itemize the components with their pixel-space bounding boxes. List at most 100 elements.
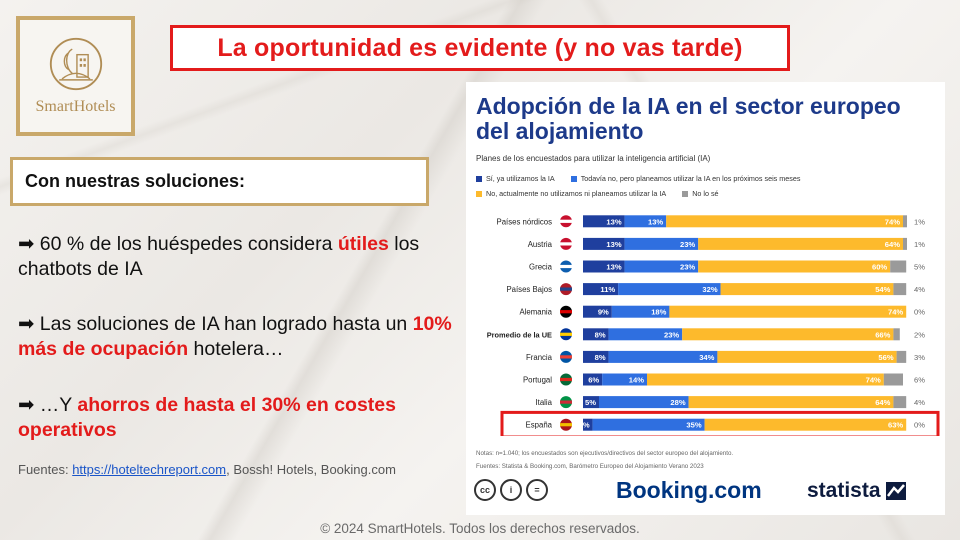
data-label: 64%	[885, 240, 900, 249]
flag-stripe	[560, 219, 572, 223]
data-label: 5%	[585, 398, 596, 407]
category-label: España	[526, 421, 553, 430]
data-label: 23%	[664, 330, 679, 339]
data-label: 56%	[878, 353, 893, 362]
data-label: 74%	[866, 376, 881, 385]
bar-segment	[583, 396, 599, 409]
data-label: 6%	[588, 376, 599, 385]
bar-segment	[647, 373, 884, 386]
data-label: 11%	[600, 285, 615, 294]
legend-label: No lo sé	[692, 189, 719, 198]
data-label: 0%	[914, 421, 925, 430]
infographic-subtitle: Planes de los encuestados para utilizar …	[476, 154, 711, 163]
arrow-icon: ➡	[18, 313, 35, 335]
data-label: 6%	[914, 376, 925, 385]
bar-segment	[624, 215, 667, 228]
creative-commons-icon: cc	[474, 479, 496, 501]
category-label: Portugal	[523, 376, 552, 385]
legend-label: Sí, ya utilizamos la IA	[486, 174, 555, 183]
arrow-icon: ➡	[18, 394, 35, 416]
data-label: 74%	[888, 308, 903, 317]
data-label: 35%	[686, 421, 701, 430]
data-label: 32%	[702, 285, 717, 294]
data-label: 18%	[651, 308, 666, 317]
bar-segment	[608, 328, 683, 341]
data-label: 1%	[914, 217, 925, 226]
bar-segment	[583, 373, 603, 386]
legend-label: Todavía no, pero planeamos utilizar la I…	[580, 174, 801, 183]
bullet-occupancy: ➡ Las soluciones de IA han logrado hasta…	[18, 312, 478, 362]
legend-swatch	[476, 190, 482, 197]
bar-segment	[669, 305, 907, 318]
data-label: 13%	[606, 263, 621, 272]
flag-stripe	[560, 423, 572, 427]
data-label: 9%	[598, 308, 609, 317]
statista-logo: statista	[807, 479, 906, 503]
solutions-heading: Con nuestras soluciones:	[25, 171, 246, 191]
hotel-emblem-icon	[49, 37, 102, 91]
category-label: Austria	[528, 240, 553, 249]
stacked-bar-chart: Países nórdicos 13% 13% 74% 1% Austria 13% 23% 6…	[487, 215, 940, 436]
data-label: 3%	[914, 353, 925, 362]
legend-label: No, actualmente no utilizamos ni planeam…	[486, 189, 667, 198]
category-label: Francia	[526, 353, 553, 362]
statista-wordmark: statista	[807, 479, 881, 502]
legend-swatch	[476, 175, 482, 182]
solutions-heading-box: Con nuestras soluciones:	[10, 157, 429, 206]
bar-segment	[602, 373, 647, 386]
flag-stripe	[560, 400, 572, 404]
bar-segment	[896, 350, 907, 363]
legend-swatch	[570, 175, 577, 182]
bar-segment	[704, 418, 907, 431]
booking-logo: Booking.com	[616, 477, 762, 503]
infographic-title: Adopción de la IA en el sector europeo d…	[476, 93, 901, 144]
slide-title-box: La oportunidad es evidente (y no vas tar…	[170, 25, 790, 71]
bar-segment	[883, 373, 903, 386]
hoteltechreport-link[interactable]: https://hoteltechreport.com	[72, 462, 227, 477]
bar-segment	[583, 260, 625, 273]
bar-segment	[599, 396, 689, 409]
bar-segment	[698, 237, 903, 250]
bar-segment	[618, 283, 721, 296]
bar-segment	[583, 237, 625, 250]
license-icons: cc i =	[474, 479, 548, 501]
legend-item-yes: Sí, ya utilizamos la IA	[476, 174, 555, 183]
bar-segment	[611, 305, 670, 318]
category-label: Países Bajos	[506, 285, 552, 294]
bullet-chatbots: ➡ 60 % de los huéspedes considera útiles…	[18, 232, 478, 282]
bar-segment	[720, 283, 894, 296]
brand-logos: cc i = Booking.com statista	[474, 477, 939, 507]
legend-item-unknown: No lo sé	[682, 189, 719, 198]
bar-segment	[903, 237, 907, 250]
copyright-footer: © 2024 SmartHotels. Todos los derechos r…	[320, 521, 640, 536]
bar-segment	[608, 350, 718, 363]
smarthotels-logo: SmartHotels	[16, 16, 135, 136]
data-label: 63%	[888, 421, 903, 430]
bar-segment	[688, 396, 894, 409]
chart-notes: Notas: n=1.040; los encuestados son ejec…	[476, 447, 733, 473]
flag-stripe	[560, 310, 572, 314]
flag-stripe	[560, 264, 572, 269]
bullet-text: 60 % de los huéspedes considera	[34, 233, 338, 255]
data-label: 34%	[699, 353, 714, 362]
bar-segment	[624, 237, 699, 250]
bar-segment	[698, 260, 891, 273]
bar-segment	[624, 260, 699, 273]
data-label: 8%	[595, 353, 606, 362]
flag-stripe	[560, 287, 572, 291]
data-label: 4%	[914, 285, 925, 294]
data-label: 74%	[885, 217, 900, 226]
ai-adoption-infographic: Adopción de la IA en el sector europeo d…	[466, 82, 945, 515]
bullet-text: …Y	[34, 394, 78, 416]
bullet-text: los chatbots de IA	[18, 233, 420, 280]
category-label: Italia	[536, 398, 553, 407]
logo-wordmark: SmartHotels	[35, 98, 116, 115]
data-label: 14%	[629, 376, 644, 385]
data-label: 8%	[595, 330, 606, 339]
arrow-icon: ➡	[18, 233, 35, 255]
data-label: 54%	[875, 285, 890, 294]
flag-stripe	[560, 377, 572, 382]
bullet-text: hotelera…	[188, 338, 284, 360]
statista-mark-icon	[885, 482, 906, 500]
bar-segment	[893, 396, 907, 409]
